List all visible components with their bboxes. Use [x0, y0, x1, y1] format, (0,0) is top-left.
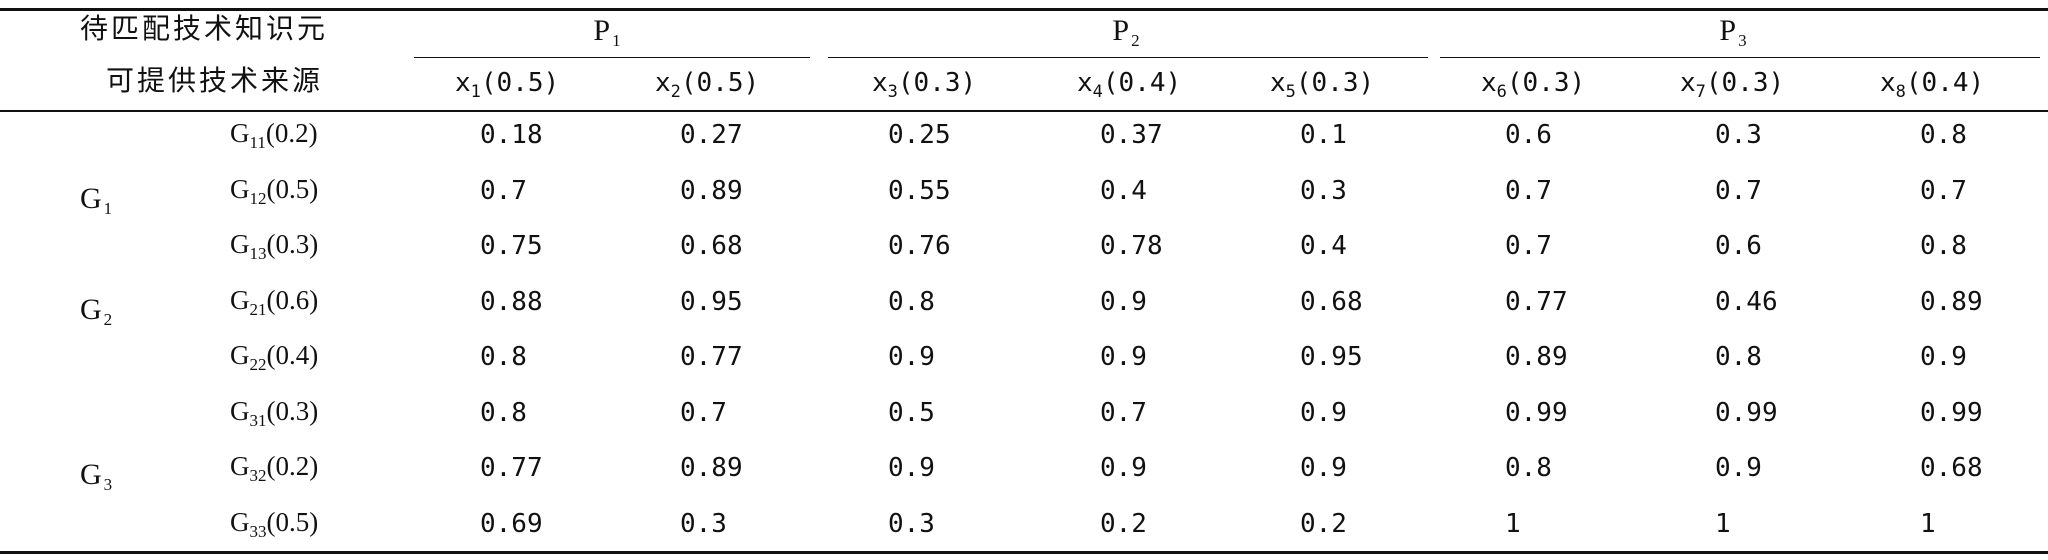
table-cell: 0.7 [1920, 176, 1967, 206]
column-header-x4: x4(0.4) [1077, 68, 1182, 102]
table-cell: 0.7 [680, 398, 727, 428]
source-group-g2: G2 [80, 293, 115, 329]
table-cell: 0.68 [680, 231, 743, 261]
table-cell: 0.99 [1505, 398, 1568, 428]
table-cell: 0.7 [1100, 398, 1147, 428]
table-cell: 1 [1920, 509, 1936, 539]
table-cell: 0.99 [1920, 398, 1983, 428]
table-cell: 0.8 [1715, 342, 1762, 372]
source-group-g3: G3 [80, 458, 115, 494]
table-cell: 0.8 [480, 398, 527, 428]
group-header-p1: P1 [593, 14, 623, 50]
table-cell: 0.9 [1920, 342, 1967, 372]
bottom-rule [0, 551, 2048, 554]
table-cell: 0.27 [680, 120, 743, 150]
table-cell: 0.6 [1505, 120, 1552, 150]
table-cell: 0.95 [680, 287, 743, 317]
header-rule [0, 110, 2048, 112]
table-cell: 0.9 [1300, 398, 1347, 428]
row-label-g11: G11(0.2) [230, 118, 318, 152]
table-cell: 0.68 [1300, 287, 1363, 317]
table-cell: 0.9 [1100, 453, 1147, 483]
row-label-g32: G32(0.2) [230, 451, 319, 485]
table-cell: 0.99 [1715, 398, 1778, 428]
column-header-x2: x2(0.5) [655, 68, 760, 102]
table-cell: 0.8 [888, 287, 935, 317]
group-header-p2: P2 [1112, 14, 1142, 50]
row-label-g13: G13(0.3) [230, 229, 319, 263]
table-cell: 0.9 [888, 453, 935, 483]
table-cell: 0.5 [888, 398, 935, 428]
column-header-x1: x1(0.5) [455, 68, 560, 102]
row-label-g21: G21(0.6) [230, 285, 319, 319]
table-cell: 0.25 [888, 120, 951, 150]
group-rule-p1 [414, 57, 810, 58]
table-cell: 0.9 [1300, 453, 1347, 483]
group-header-p3: P3 [1719, 14, 1749, 50]
table-cell: 0.76 [888, 231, 951, 261]
column-header-x8: x8(0.4) [1880, 68, 1985, 102]
table-cell: 0.3 [888, 509, 935, 539]
corner-header-top: 待匹配技术知识元 [80, 12, 329, 45]
table-cell: 0.88 [480, 287, 543, 317]
table-cell: 0.89 [1920, 287, 1983, 317]
table-cell: 0.3 [680, 509, 727, 539]
table-cell: 0.2 [1100, 509, 1147, 539]
table-cell: 0.9 [1100, 287, 1147, 317]
table-cell: 0.89 [680, 453, 743, 483]
table-cell: 0.2 [1300, 509, 1347, 539]
table-cell: 1 [1505, 509, 1521, 539]
column-header-x5: x5(0.3) [1270, 68, 1375, 102]
table-cell: 0.75 [480, 231, 543, 261]
table-cell: 0.77 [680, 342, 743, 372]
table-cell: 0.9 [1100, 342, 1147, 372]
table-cell: 0.18 [480, 120, 543, 150]
table-cell: 0.4 [1300, 231, 1347, 261]
table-cell: 0.46 [1715, 287, 1778, 317]
row-label-g22: G22(0.4) [230, 340, 319, 374]
table-cell: 0.55 [888, 176, 951, 206]
table-cell: 0.7 [1715, 176, 1762, 206]
table-cell: 0.37 [1100, 120, 1163, 150]
column-header-x7: x7(0.3) [1680, 68, 1785, 102]
table-cell: 1 [1715, 509, 1731, 539]
table-cell: 0.8 [1920, 120, 1967, 150]
table-cell: 0.3 [1715, 120, 1762, 150]
table-cell: 0.8 [480, 342, 527, 372]
group-rule-p3 [1440, 57, 2040, 58]
table-cell: 0.1 [1300, 120, 1347, 150]
column-header-x6: x6(0.3) [1481, 68, 1586, 102]
top-rule [0, 8, 2048, 11]
table-cell: 0.6 [1715, 231, 1762, 261]
row-label-g31: G31(0.3) [230, 396, 319, 430]
table-cell: 0.9 [1715, 453, 1762, 483]
source-group-g1: G1 [80, 182, 115, 218]
group-rule-p2 [828, 57, 1428, 58]
table-cell: 0.3 [1300, 176, 1347, 206]
table-cell: 0.78 [1100, 231, 1163, 261]
table-cell: 0.9 [888, 342, 935, 372]
table-cell: 0.8 [1505, 453, 1552, 483]
table-cell: 0.68 [1920, 453, 1983, 483]
table-cell: 0.77 [480, 453, 543, 483]
table-cell: 0.7 [480, 176, 527, 206]
row-label-g12: G12(0.5) [230, 174, 319, 208]
table-cell: 0.77 [1505, 287, 1568, 317]
table-cell: 0.7 [1505, 176, 1552, 206]
table-cell: 0.89 [680, 176, 743, 206]
row-label-g33: G33(0.5) [230, 507, 319, 541]
corner-header-bottom: 可提供技术来源 [106, 64, 324, 97]
table-cell: 0.7 [1505, 231, 1552, 261]
table-cell: 0.95 [1300, 342, 1363, 372]
table-cell: 0.69 [480, 509, 543, 539]
table-cell: 0.8 [1920, 231, 1967, 261]
column-header-x3: x3(0.3) [872, 68, 977, 102]
table-cell: 0.89 [1505, 342, 1568, 372]
table-cell: 0.4 [1100, 176, 1147, 206]
